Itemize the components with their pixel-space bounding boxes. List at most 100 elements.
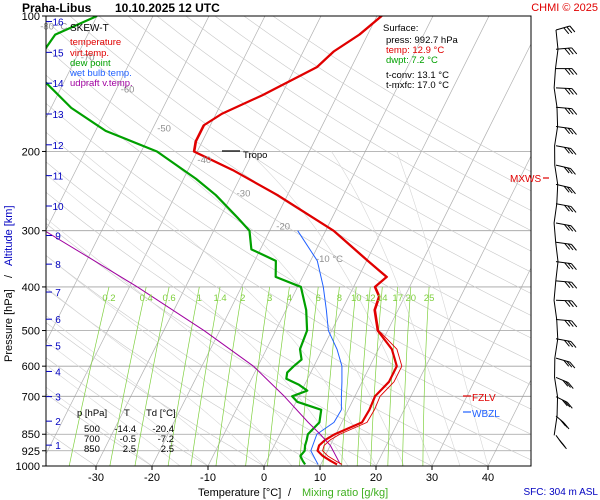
wind-barb-shaft — [555, 203, 572, 207]
mixing-ratio-line — [422, 286, 430, 466]
updraft-line — [46, 231, 341, 465]
temperature-tick-label: 30 — [426, 472, 438, 484]
wind-barbs — [553, 25, 578, 450]
wind-barb-flag — [564, 127, 571, 134]
wind-barb-flag — [566, 186, 573, 194]
mixing-ratio-line — [267, 286, 290, 466]
temperature-tick-label: 40 — [482, 472, 494, 484]
wind-barb-flag — [562, 379, 569, 387]
mixing-ratio-line — [245, 286, 271, 466]
dry-adiabat — [46, 288, 321, 466]
mixing-ratio-label: 1.4 — [213, 293, 226, 304]
surface-tconv: t-conv: 13.1 °C — [386, 70, 449, 81]
dry-adiabat — [46, 393, 153, 466]
surface-press: press: 992.7 hPa — [386, 35, 459, 46]
wind-barb-shaft — [555, 241, 572, 245]
wind-barb-flag — [567, 281, 574, 289]
wind-barb-flag — [564, 224, 570, 231]
mixing-ratio-label: 25 — [424, 293, 435, 304]
mixing-ratio-label: 14 — [377, 293, 388, 304]
wind-barb-shaft — [555, 25, 570, 31]
wind-barb-flag — [570, 341, 577, 348]
mixing-ratio-line — [341, 286, 357, 466]
dry-adiabat — [214, 16, 531, 211]
wind-barb-flag — [566, 360, 573, 368]
wind-barb-flag — [567, 127, 574, 135]
wind-barb-shaft — [555, 87, 572, 90]
pressure-tick-label: 500 — [22, 326, 40, 338]
wind-barb-flag — [567, 147, 574, 155]
isotherm-line — [46, 16, 266, 455]
isotherm-label: -30 — [237, 189, 251, 200]
isotherm-label: -50 — [157, 124, 171, 135]
wind-barb-flag — [564, 340, 570, 347]
surface-info: Surface: press: 992.7 hPa temp: 12.9 °C … — [383, 23, 459, 91]
wind-barb-flag — [563, 27, 570, 35]
altitude-tick-label: 5 — [55, 342, 61, 353]
moist-adiabat — [46, 386, 153, 466]
wetbulb-line — [297, 230, 343, 465]
isotherm-line — [431, 267, 531, 466]
legend-item-dew-point: dew point — [70, 58, 111, 69]
mixing-ratio-label: 6 — [316, 293, 321, 304]
wind-barb-flag — [564, 147, 570, 154]
mxws-label: MXWS — [510, 174, 541, 185]
wind-barb-flag — [571, 281, 578, 289]
wind-barb-flag — [571, 263, 577, 270]
pressure-tick-label: 300 — [22, 226, 40, 238]
isotherm-line — [46, 16, 98, 119]
x-axis-label: Temperature [°C] — [198, 487, 281, 499]
dry-adiabat — [185, 16, 531, 231]
isotherm-line — [95, 16, 322, 466]
wind-barb-flag — [564, 281, 571, 288]
wind-barb-flag — [564, 300, 571, 307]
wind-barb-shaft — [555, 126, 572, 130]
wind-barb-flag — [571, 68, 578, 75]
wind-barb-flag — [567, 382, 574, 389]
wind-barb-flag — [571, 128, 577, 135]
wind-barb-flag — [564, 68, 571, 75]
wind-barb-flag — [567, 205, 574, 213]
altitude-tick-label: 16 — [52, 18, 64, 29]
isotherm-line — [151, 16, 378, 466]
moist-adiabat — [46, 287, 265, 466]
pressure-tick-label: 200 — [22, 146, 40, 158]
virtual-temperature-line — [194, 16, 403, 465]
legend-title: SKEW-T — [70, 23, 109, 34]
chart-series — [46, 16, 403, 466]
altitude-tick-label: 2 — [55, 417, 61, 428]
legend-item-updraft: udpraft v.temp. — [70, 78, 133, 89]
wind-barb-flag — [571, 88, 578, 95]
wind-barb-flag — [566, 26, 573, 34]
moist-adiabat — [81, 151, 377, 466]
wind-barb-flag — [567, 224, 574, 232]
moist-adiabat — [46, 340, 209, 466]
mixing-ratio-label: 3 — [267, 293, 272, 304]
altitude-tick-label: 15 — [52, 48, 64, 59]
surface-dwpt: dwpt: 7.2 °C — [386, 55, 438, 66]
temperature-tick-label: 10 — [314, 472, 326, 484]
wind-barb-flag — [571, 108, 578, 115]
wind-profile-line — [553, 29, 559, 436]
wind-barb-flag — [570, 206, 577, 213]
chart-axes: 0.2 0.4 0.6 1 1.4 2 3 4 6 8 10 12 14 17 20 25-80 °C-70-… — [16, 11, 532, 484]
isotherm-line — [207, 16, 434, 466]
isotherm-line — [46, 16, 154, 231]
wind-barb-flag — [571, 300, 578, 308]
y-axis-label-altitude: Altitude [km] — [3, 205, 15, 266]
pressure-tick-label: 700 — [22, 391, 40, 403]
dry-adiabat — [46, 322, 265, 466]
wind-barb-flag — [567, 340, 574, 348]
isotherm-line — [46, 16, 210, 343]
levels-header-p: p [hPa] — [77, 408, 107, 419]
mixing-ratio-line — [215, 286, 244, 466]
wind-barb-shaft — [555, 106, 572, 110]
y-axis-title-group: Pressure [hPa] / Altitude [km] — [3, 205, 15, 362]
y-axis-separator: / — [3, 274, 15, 278]
temperature-tick-label: 0 — [261, 472, 267, 484]
pressure-tick-label: 850 — [22, 429, 40, 441]
plot-frame — [45, 15, 532, 467]
wind-barb-flag — [566, 402, 573, 409]
wind-barb-shaft — [555, 338, 572, 343]
wind-barb-flag — [564, 204, 570, 212]
